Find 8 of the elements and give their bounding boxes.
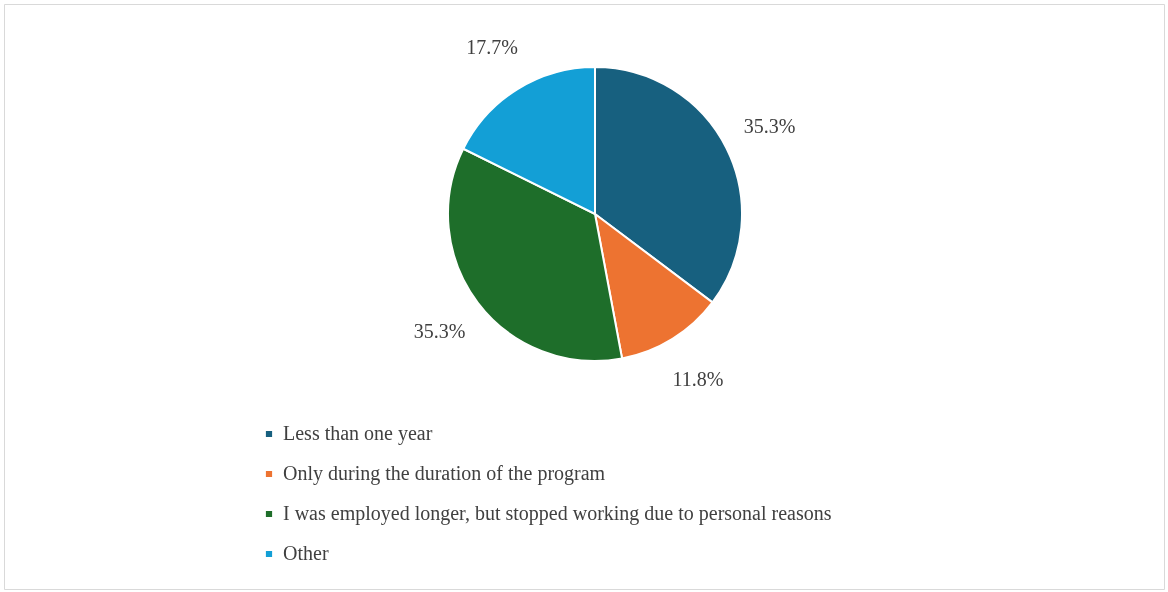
data-label: 17.7% bbox=[466, 36, 518, 59]
data-label: 35.3% bbox=[743, 114, 796, 137]
data-label: 35.3% bbox=[413, 319, 466, 342]
legend-label: Only during the duration of the program bbox=[283, 462, 606, 485]
data-label: 11.8% bbox=[672, 367, 724, 390]
legend-label: Less than one year bbox=[283, 422, 433, 445]
legend-label: Other bbox=[283, 542, 329, 564]
legend-label: I was employed longer, but stopped working due to personal reasons bbox=[283, 502, 832, 525]
